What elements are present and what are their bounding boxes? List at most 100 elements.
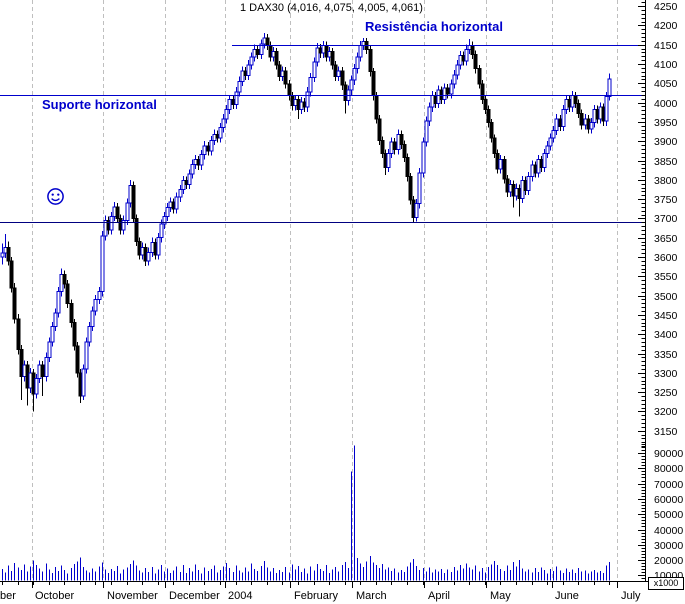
candle-up [34,378,39,395]
candle-up [109,215,114,231]
month-label: December [169,590,220,602]
price-tick-label: 3600 [654,252,678,264]
candle-down [492,137,497,155]
candle-up [452,74,457,85]
candle-down [477,68,482,85]
candle-up [455,64,460,76]
candle-up [386,153,391,168]
month-label: March [356,590,387,602]
candle-up [349,79,354,91]
candle-up [97,291,102,300]
candle-down [380,139,385,155]
candle-up [561,109,566,128]
candle-down [445,87,450,95]
candle-up [358,44,363,58]
price-tick-label: 3750 [654,194,678,206]
candle-up [125,202,130,221]
candle-up [551,129,556,139]
level-lines [0,45,645,223]
support-annotation: Suporte horizontal [42,97,157,112]
candle-down [75,345,80,374]
candle-up [121,219,126,231]
candle-down [287,83,292,97]
volume-tick-label: 70000 [654,479,683,491]
candle-up [162,215,167,225]
candle-up [100,235,105,293]
volume-bars [2,445,610,581]
candle-up [548,137,553,147]
month-label: ber [0,590,16,602]
price-tick-label: 3400 [654,329,678,341]
candle-down [480,83,485,101]
volume-tick-label: 20000 [654,555,683,567]
candle-up [607,78,612,97]
candle-up [246,64,251,77]
price-tick-label: 3900 [654,136,678,148]
volume-tick-label: 60000 [654,494,683,506]
candles [0,33,612,412]
candle-up [199,154,204,166]
resistance-annotation: Resistência horizontal [365,19,503,34]
candle-down [255,48,260,55]
candle-up [218,127,223,139]
candle-up [308,77,313,93]
candle-down [65,283,70,304]
candle-down [16,318,21,351]
candle-up [464,48,469,62]
candle-up [414,203,419,219]
axes [0,0,648,582]
candle-up [249,56,254,66]
candle-down [6,246,11,262]
candle-up [336,70,341,77]
time-axis-labels: ber October November December 2004 February Ma… [0,590,641,602]
price-tick-label: 4000 [654,98,678,110]
candle-down [470,44,475,55]
candle-up [50,325,55,343]
price-tick-label: 3350 [654,349,678,361]
candle-up [604,95,609,122]
price-tick-label: 3550 [654,271,678,283]
candle-down [62,273,67,285]
month-label: 2004 [228,590,252,602]
month-label: February [294,590,339,602]
candle-up [146,251,151,262]
candle-up [312,61,317,79]
candle-up [44,356,49,378]
candle-up [240,70,245,82]
candle-up [417,172,422,205]
candle-up [47,341,52,358]
candle-down [9,260,14,289]
candle-down [19,349,24,378]
candle-up [355,56,360,70]
price-tick-label: 3850 [654,156,678,168]
candle-down [40,364,45,378]
candle-down [573,95,578,104]
candle-down [330,51,335,66]
price-tick-label: 3450 [654,310,678,322]
volume-tick-label: 40000 [654,525,683,537]
volume-tick-label: 50000 [654,509,683,521]
candle-up [181,180,186,190]
price-tick-label: 3800 [654,175,678,187]
candle-up [156,237,161,256]
candle-up [227,99,232,111]
price-tick-label: 3650 [654,233,678,245]
price-axis-ticks: 4250 4200 4150 4100 4050 4000 3950 3900 3850 3800… [638,1,678,447]
candle-down [405,156,410,178]
candle-down [408,176,413,201]
candle-down [340,70,345,86]
candle-down [579,112,584,126]
candle-up [53,312,58,327]
chart-title: 1 DAX30 (4,016, 4,075, 4,005, 4,061) [240,2,423,14]
candle-up [424,120,429,143]
price-tick-label: 3250 [654,387,678,399]
candle-down [576,102,581,114]
candle-up [209,139,214,152]
candle-up [84,341,89,370]
month-label: June [555,590,579,602]
candle-up [81,368,86,397]
candle-down [399,133,404,145]
candle-up [0,252,5,258]
candle-down [12,287,17,320]
